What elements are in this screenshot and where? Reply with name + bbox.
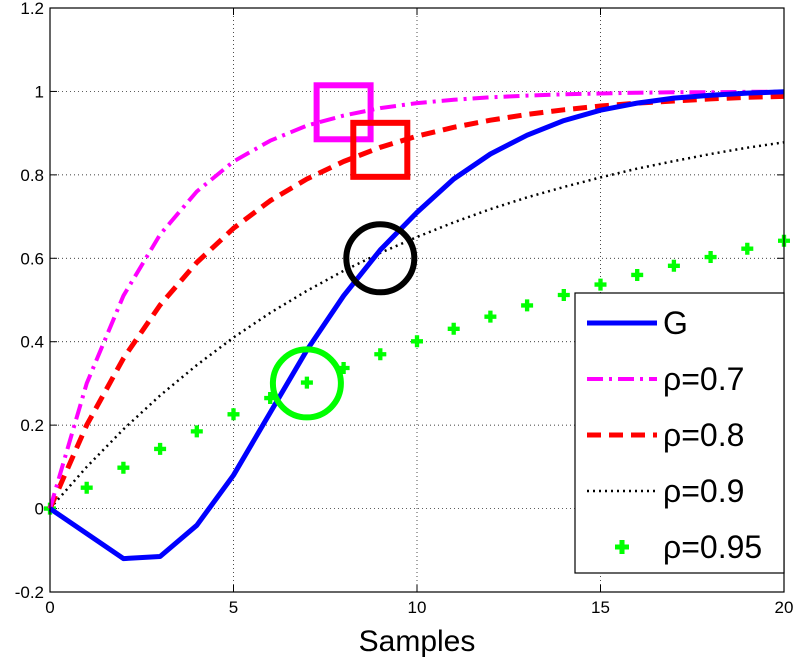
- y-tick-label: -0.2: [15, 583, 44, 602]
- legend-entry-rho-0-7: ρ=0.7: [587, 361, 744, 397]
- series-rho-0-95-point: [190, 425, 203, 438]
- series-rho-0-95-point: [337, 361, 350, 374]
- series-rho-0-95-point: [594, 278, 607, 291]
- y-tick-label: 0: [35, 500, 44, 519]
- green-circle-annotation: [269, 346, 344, 421]
- legend-entry-rho-0-9-label: ρ=0.9: [663, 473, 744, 509]
- series-rho-0-95-point: [704, 251, 717, 264]
- y-tick-label: 0.6: [20, 249, 44, 268]
- series-rho-0-95-point: [447, 322, 460, 335]
- legend-entry-g-label: G: [663, 305, 688, 341]
- x-tick-label: 10: [408, 598, 427, 617]
- series-rho-0-95-point: [484, 310, 497, 323]
- series-rho-0-95-point: [374, 348, 387, 361]
- series-rho-0-95-point: [521, 299, 534, 312]
- legend-entry-rho-0-95: ρ=0.95: [615, 529, 762, 565]
- black-circle-annotation: [343, 221, 418, 296]
- x-tick-label: 20: [775, 598, 794, 617]
- y-tick-label: 1: [35, 82, 44, 101]
- series-rho-0-95-point: [411, 335, 423, 348]
- y-tick-labels: -0.2 0 0.2 0.4 0.6 0.8 1 1.2: [15, 0, 44, 602]
- series-rho-0-95-point: [80, 481, 93, 494]
- legend-entry-g: G: [587, 305, 688, 341]
- y-tick-label: 0.2: [20, 416, 44, 435]
- series-rho-0-95-point: [227, 408, 240, 421]
- x-tick-labels: 0 5 10 15 20: [45, 598, 793, 617]
- series-rho-0-95-point: [741, 242, 754, 255]
- red-square-annotation: [350, 119, 411, 180]
- x-tick-label: 15: [591, 598, 610, 617]
- series-rho-0-7-line: [48, 89, 784, 510]
- series-rho-0-95-point: [631, 268, 644, 281]
- x-axis-title: Samples: [359, 625, 476, 658]
- legend-entry-rho-0-8: ρ=0.8: [587, 417, 744, 453]
- legend-entry-rho-0-9: ρ=0.9: [587, 473, 744, 509]
- legend-entry-rho-0-8-label: ρ=0.8: [663, 417, 744, 453]
- series-rho-0-95-point: [154, 442, 167, 455]
- x-tick-label: 0: [45, 598, 54, 617]
- annotation-group: [269, 82, 418, 421]
- legend-entry-rho-0-7-label: ρ=0.7: [663, 361, 744, 397]
- series-group: [44, 89, 791, 562]
- x-tick-label: 5: [229, 598, 238, 617]
- series-rho-0-95-point: [557, 288, 570, 301]
- series-rho-0-95-point: [300, 376, 313, 389]
- y-tick-label: 0.8: [20, 166, 44, 185]
- series-rho-0-95-point: [264, 392, 277, 405]
- legend-entry-rho-0-95-marker: [615, 540, 629, 554]
- series-rho-0-95-point: [667, 259, 680, 272]
- legend: Gρ=0.7 ρ=0.8 ρ=0.9 ρ=0.95: [574, 292, 785, 574]
- series-rho-0-95: [44, 234, 791, 515]
- y-tick-label: 0.4: [20, 333, 44, 352]
- magenta-square-annotation: [313, 82, 374, 143]
- series-g-line: [48, 89, 785, 562]
- y-tick-label: 1.2: [20, 0, 44, 18]
- legend-entry-rho-0-95-label: ρ=0.95: [663, 529, 762, 565]
- series-rho-0-95-point: [117, 461, 130, 474]
